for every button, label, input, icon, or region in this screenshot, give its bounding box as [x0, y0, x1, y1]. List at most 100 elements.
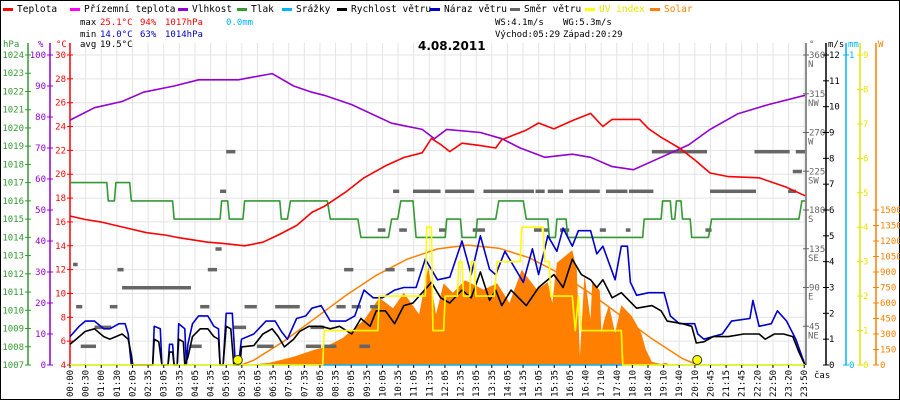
- wind-direction-mark: [569, 189, 600, 194]
- legend-item-3: Tlak: [251, 4, 274, 15]
- wind-tick-label: 0: [829, 361, 834, 371]
- pressure-tick-label: 1024: [2, 51, 24, 61]
- wind-direction-mark: [483, 189, 534, 194]
- direction-compass-label: W: [808, 138, 814, 148]
- x-tick-label: 16:05: [566, 370, 576, 397]
- x-tick-label: 09:35: [363, 370, 373, 397]
- humidity-tick-label: 90: [35, 82, 46, 92]
- wind-direction-mark: [535, 189, 545, 194]
- wind-direction-mark: [322, 344, 337, 349]
- solar-tick-label: 150: [880, 346, 896, 356]
- x-tick-label: 00:30: [82, 370, 92, 397]
- x-tick-label: 10:35: [394, 370, 404, 397]
- wind-direction-mark: [226, 149, 236, 154]
- x-tick-label: 15:05: [535, 370, 545, 397]
- x-tick-label: 14:05: [503, 370, 513, 397]
- x-tick-label: 23:50: [800, 370, 810, 397]
- uv-tick-label: 1: [863, 327, 868, 337]
- pressure-tick-label: 1016: [2, 197, 24, 207]
- x-tick-label: 15:35: [550, 370, 560, 397]
- x-tick-label: 07:35: [300, 370, 310, 397]
- wind-direction-mark: [359, 344, 371, 349]
- wind-direction-mark: [651, 149, 707, 154]
- pressure-tick-label: 1007: [2, 361, 24, 371]
- pressure-unit-label: hPa: [3, 40, 19, 50]
- direction-tick-label: 225: [809, 167, 825, 177]
- solar-tick-label: 1350: [880, 222, 900, 232]
- stats-max-temp: 25.1°C: [100, 18, 133, 28]
- temperature-tick-label: 6: [61, 337, 66, 347]
- wind-direction-mark: [336, 304, 346, 309]
- direction-tick-label: 45: [809, 322, 820, 332]
- pressure-tick-label: 1015: [2, 215, 24, 225]
- wind-direction-mark: [547, 189, 564, 194]
- humidity-line: [69, 72, 806, 171]
- x-tick-label: 18:10: [628, 370, 638, 397]
- temperature-tick-label: 16: [55, 218, 66, 228]
- wind-direction-mark: [305, 344, 322, 349]
- direction-tick-label: 270: [809, 129, 825, 139]
- uv-tick-label: 8: [863, 85, 868, 95]
- wind-direction-mark: [233, 325, 247, 330]
- legend-swatch: [430, 8, 440, 11]
- uv-tick-label: 7: [863, 120, 868, 130]
- pressure-tick-label: 1013: [2, 252, 24, 262]
- wind-direction-mark: [189, 344, 202, 349]
- solar-tick-label: 1500: [880, 206, 900, 216]
- x-tick-label: 01:00: [97, 370, 107, 397]
- stats-max-pressure: 1017hPa: [165, 18, 203, 28]
- pressure-tick-label: 1018: [2, 160, 24, 170]
- wind-direction-mark: [399, 228, 407, 232]
- wind-tick-label: 8: [829, 154, 834, 164]
- stats-wind-speed: WS:4.1m/s: [495, 18, 544, 28]
- x-tick-label: 17:40: [613, 370, 623, 397]
- wind-tick-label: 5: [829, 232, 834, 242]
- sunset-marker: [692, 355, 703, 365]
- temperature-tick-label: 4: [61, 361, 66, 371]
- stats-min-pressure: 1014hPa: [165, 30, 203, 40]
- solar-tick-label: 0: [880, 361, 885, 371]
- stats-min-humidity: 63%: [140, 30, 157, 40]
- pressure-tick-label: 1022: [2, 87, 24, 97]
- legend-swatch: [70, 8, 80, 11]
- wind-direction-mark: [109, 304, 118, 309]
- legend-item-4: Srážky: [296, 4, 331, 15]
- wind-direction-mark: [377, 228, 386, 232]
- pressure-tick-label: 1008: [2, 343, 24, 353]
- uv-tick-label: 6: [863, 154, 868, 164]
- direction-compass-label: SW: [808, 176, 819, 186]
- solar-area: [244, 250, 671, 365]
- x-tick-label: 01:30: [113, 370, 123, 397]
- chart-title: 4.08.2011: [418, 39, 486, 53]
- x-tick-label: 22:20: [753, 370, 763, 397]
- wind-direction-mark: [275, 304, 300, 309]
- humidity-tick-label: 30: [35, 268, 46, 278]
- wind-tick-label: 2: [829, 309, 834, 319]
- humidity-tick-label: 100: [30, 51, 46, 61]
- legend-swatch: [650, 8, 660, 11]
- solar-tick-label: 1200: [880, 237, 900, 247]
- x-tick-label: 05:05: [222, 370, 232, 397]
- rain-tick-label: 1: [849, 51, 854, 61]
- solar-tick-label: 900: [880, 268, 896, 278]
- pressure-tick-label: 1012: [2, 270, 24, 280]
- wind-direction-mark: [406, 267, 415, 272]
- humidity-tick-label: 40: [35, 237, 46, 247]
- wind-direction-mark: [370, 304, 380, 309]
- direction-tick-label: 315: [809, 90, 825, 100]
- stats-max-humidity: 94%: [140, 18, 157, 28]
- legend-item-2: Vlhkost: [192, 4, 232, 15]
- wind-speed-line: [69, 258, 806, 366]
- x-tick-label: 13:05: [472, 370, 482, 397]
- axes: 1007100810091010101110121013101410151016…: [2, 40, 900, 371]
- uv-tick-label: 3: [863, 258, 868, 268]
- x-tick-label: 22:50: [769, 370, 779, 397]
- x-tick-label: 21:15: [722, 370, 732, 397]
- wind-direction-mark: [605, 189, 628, 194]
- x-tick-label: 14:35: [519, 370, 529, 397]
- x-tick-label: 19:10: [660, 370, 670, 397]
- temperature-tick-label: 30: [55, 51, 66, 61]
- uv-tick-label: 2: [863, 292, 868, 302]
